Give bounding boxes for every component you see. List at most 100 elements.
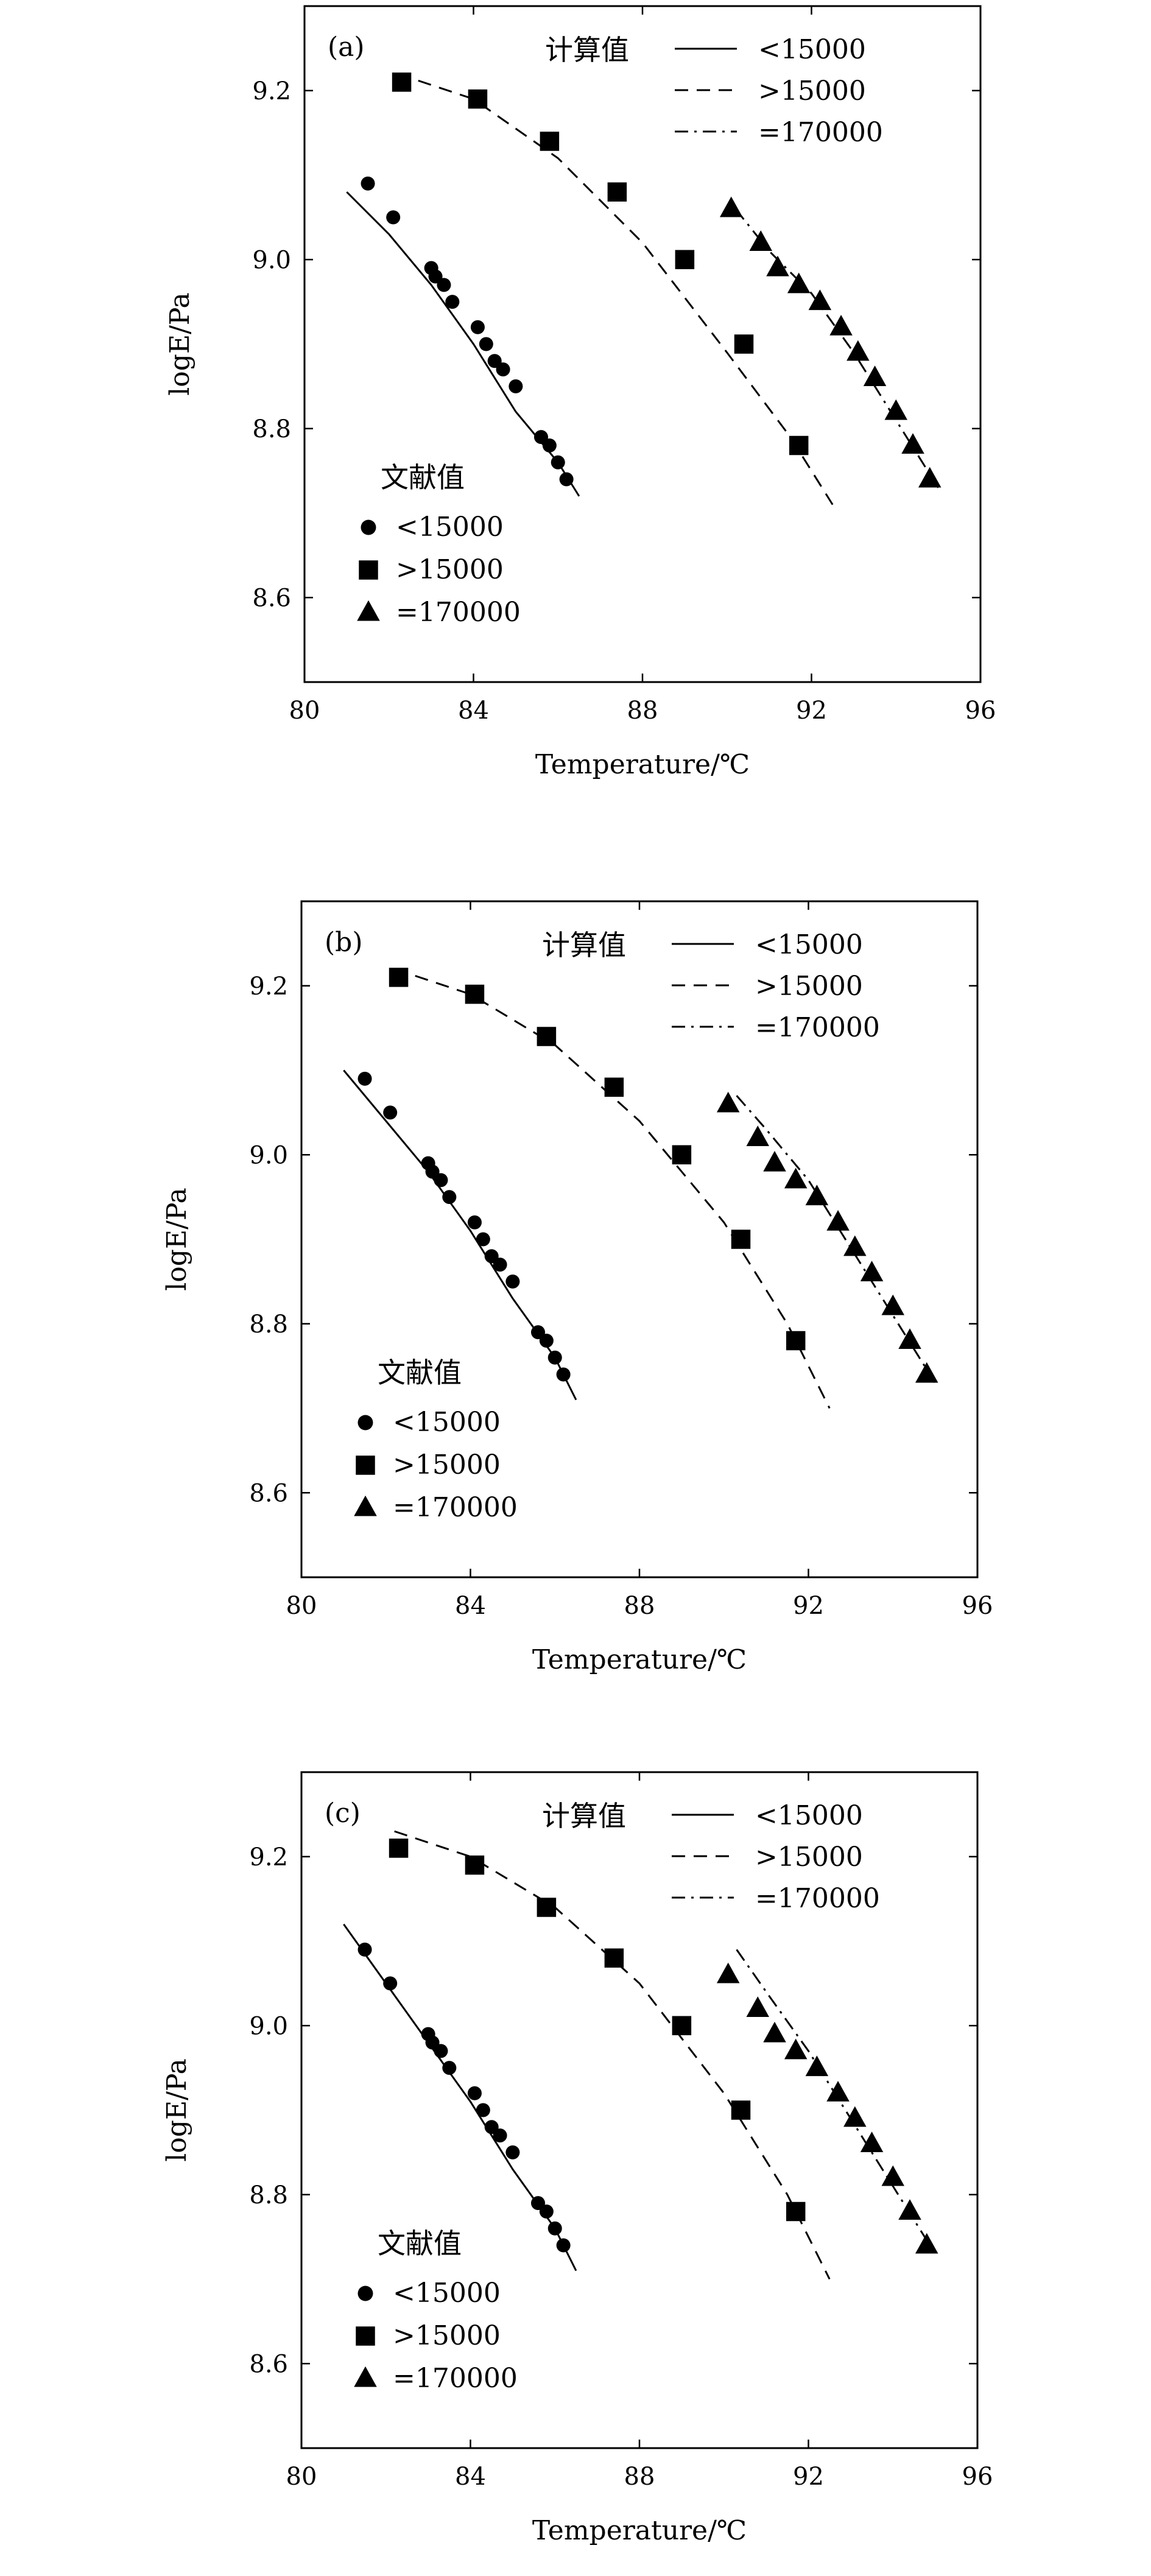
legend-lit-label: <15000 [396, 512, 504, 543]
y-tick-label: 9.0 [249, 1141, 288, 1169]
data-point-triangle [843, 1235, 867, 1256]
data-point-circle [556, 2238, 571, 2253]
data-point-triangle [763, 1150, 786, 1172]
data-point-circle [361, 176, 375, 191]
data-point-triangle [898, 1328, 921, 1349]
data-point-triangle [843, 2106, 867, 2127]
panel-label: (a) [328, 32, 365, 63]
legend-lit-label: >15000 [396, 554, 504, 585]
data-point-square [389, 1839, 409, 1858]
data-point-circle [493, 1258, 507, 1272]
legend-marker-square [356, 2326, 375, 2346]
data-point-square [786, 1331, 806, 1351]
data-point-square [604, 1077, 624, 1097]
data-point-square [537, 1898, 557, 1917]
x-tick-label: 96 [965, 697, 996, 725]
data-point-triangle [829, 315, 853, 336]
chart-panel: 80 84 88 92 96 8.6 8.8 9.0 9.2 Temperature/℃ logE/… [161, 1771, 993, 2546]
data-point-triangle [898, 2199, 921, 2220]
data-point-circle [442, 1190, 457, 1205]
data-point-square [604, 1948, 624, 1968]
x-tick-label: 80 [286, 1592, 317, 1620]
x-tick-label: 84 [458, 697, 489, 725]
data-point-triangle [863, 365, 887, 386]
data-point-square [607, 182, 627, 202]
x-tick-label: 96 [962, 2463, 993, 2491]
data-point-circle [556, 1367, 571, 1382]
data-point-square [540, 132, 560, 151]
data-point-square [731, 2100, 751, 2120]
series-line-solid [343, 1923, 577, 2272]
panel-label: (c) [325, 1798, 361, 1829]
y-tick-label: 9.2 [249, 1843, 288, 1871]
x-tick-label: 80 [289, 697, 320, 725]
legend-marker-circle [357, 2286, 373, 2301]
y-tick-label: 8.8 [249, 1311, 288, 1339]
legend-lit-label: <15000 [393, 1407, 501, 1438]
data-point-circle [383, 1105, 398, 1120]
legend-marker-triangle [354, 2366, 377, 2387]
legend-calc-label: <15000 [755, 1800, 863, 1831]
data-point-circle [547, 1350, 562, 1365]
legend-marker-circle [357, 1415, 373, 1431]
series-line-solid [343, 1069, 577, 1401]
data-point-square [537, 1027, 557, 1046]
legend-calc-label: =170000 [755, 1012, 880, 1043]
legend-lit-label: =170000 [393, 2363, 518, 2394]
data-point-circle [542, 438, 557, 453]
legend-calc-title: 计算值 [542, 1800, 626, 1832]
data-point-circle [496, 362, 510, 377]
data-point-square [786, 2201, 806, 2222]
data-point-circle [434, 2044, 448, 2058]
data-point-circle [383, 1976, 398, 1991]
y-tick-label: 9.0 [252, 246, 291, 274]
data-point-triangle [763, 2021, 786, 2043]
legend-lit-label: <15000 [393, 2278, 501, 2309]
y-tick-label: 8.6 [252, 584, 291, 612]
chart-panel: 80 84 88 92 96 8.6 8.8 9.0 9.2 Temperature/℃ logE/… [161, 900, 993, 1675]
series-line-dashdot [734, 208, 939, 488]
data-point-triangle [915, 2233, 938, 2254]
data-point-circle [479, 337, 493, 351]
data-point-square [465, 1855, 485, 1875]
data-point-circle [509, 379, 523, 393]
data-point-square [731, 1230, 751, 1249]
legend-calc-title: 计算值 [545, 33, 629, 66]
legend-calc-label: =170000 [755, 1883, 880, 1914]
series-line-dashdot [736, 1095, 936, 1384]
data-point-circle [437, 278, 451, 292]
data-point-triangle [787, 272, 811, 294]
y-tick-label: 8.6 [249, 1479, 288, 1507]
series-line-dashed [394, 1830, 831, 2280]
data-point-circle [493, 2128, 507, 2143]
legend-lit-title: 文献值 [381, 461, 465, 494]
y-tick-label: 8.8 [249, 2181, 288, 2209]
y-tick-label: 9.2 [252, 77, 291, 105]
legend-lit-title: 文献值 [378, 1356, 462, 1389]
legend-marker-triangle [354, 1495, 377, 1516]
data-point-triangle [826, 1210, 850, 1231]
y-axis-label: logE/Pa [164, 292, 195, 396]
data-point-square [789, 435, 809, 456]
data-point-triangle [719, 196, 743, 217]
data-point-circle [505, 1274, 520, 1289]
series-line-solid [346, 191, 580, 497]
data-point-square [675, 250, 695, 269]
y-tick-label: 8.8 [252, 415, 291, 443]
data-point-triangle [746, 1996, 769, 2017]
data-point-triangle [881, 1294, 904, 1315]
data-point-triangle [805, 2055, 829, 2077]
data-point-triangle [918, 466, 942, 488]
legend-marker-circle [361, 519, 376, 535]
legend-calc-label: >15000 [755, 971, 863, 1002]
x-tick-label: 92 [793, 2463, 824, 2491]
data-point-circle [357, 1071, 372, 1086]
series-line-dashed [394, 968, 831, 1409]
data-point-square [734, 334, 754, 354]
data-point-triangle [784, 2038, 808, 2060]
legend-calc-label: <15000 [755, 929, 863, 960]
data-point-square [468, 89, 488, 109]
data-point-triangle [746, 1125, 769, 1146]
x-tick-label: 92 [796, 697, 827, 725]
legend-lit-label: =170000 [393, 1492, 518, 1523]
